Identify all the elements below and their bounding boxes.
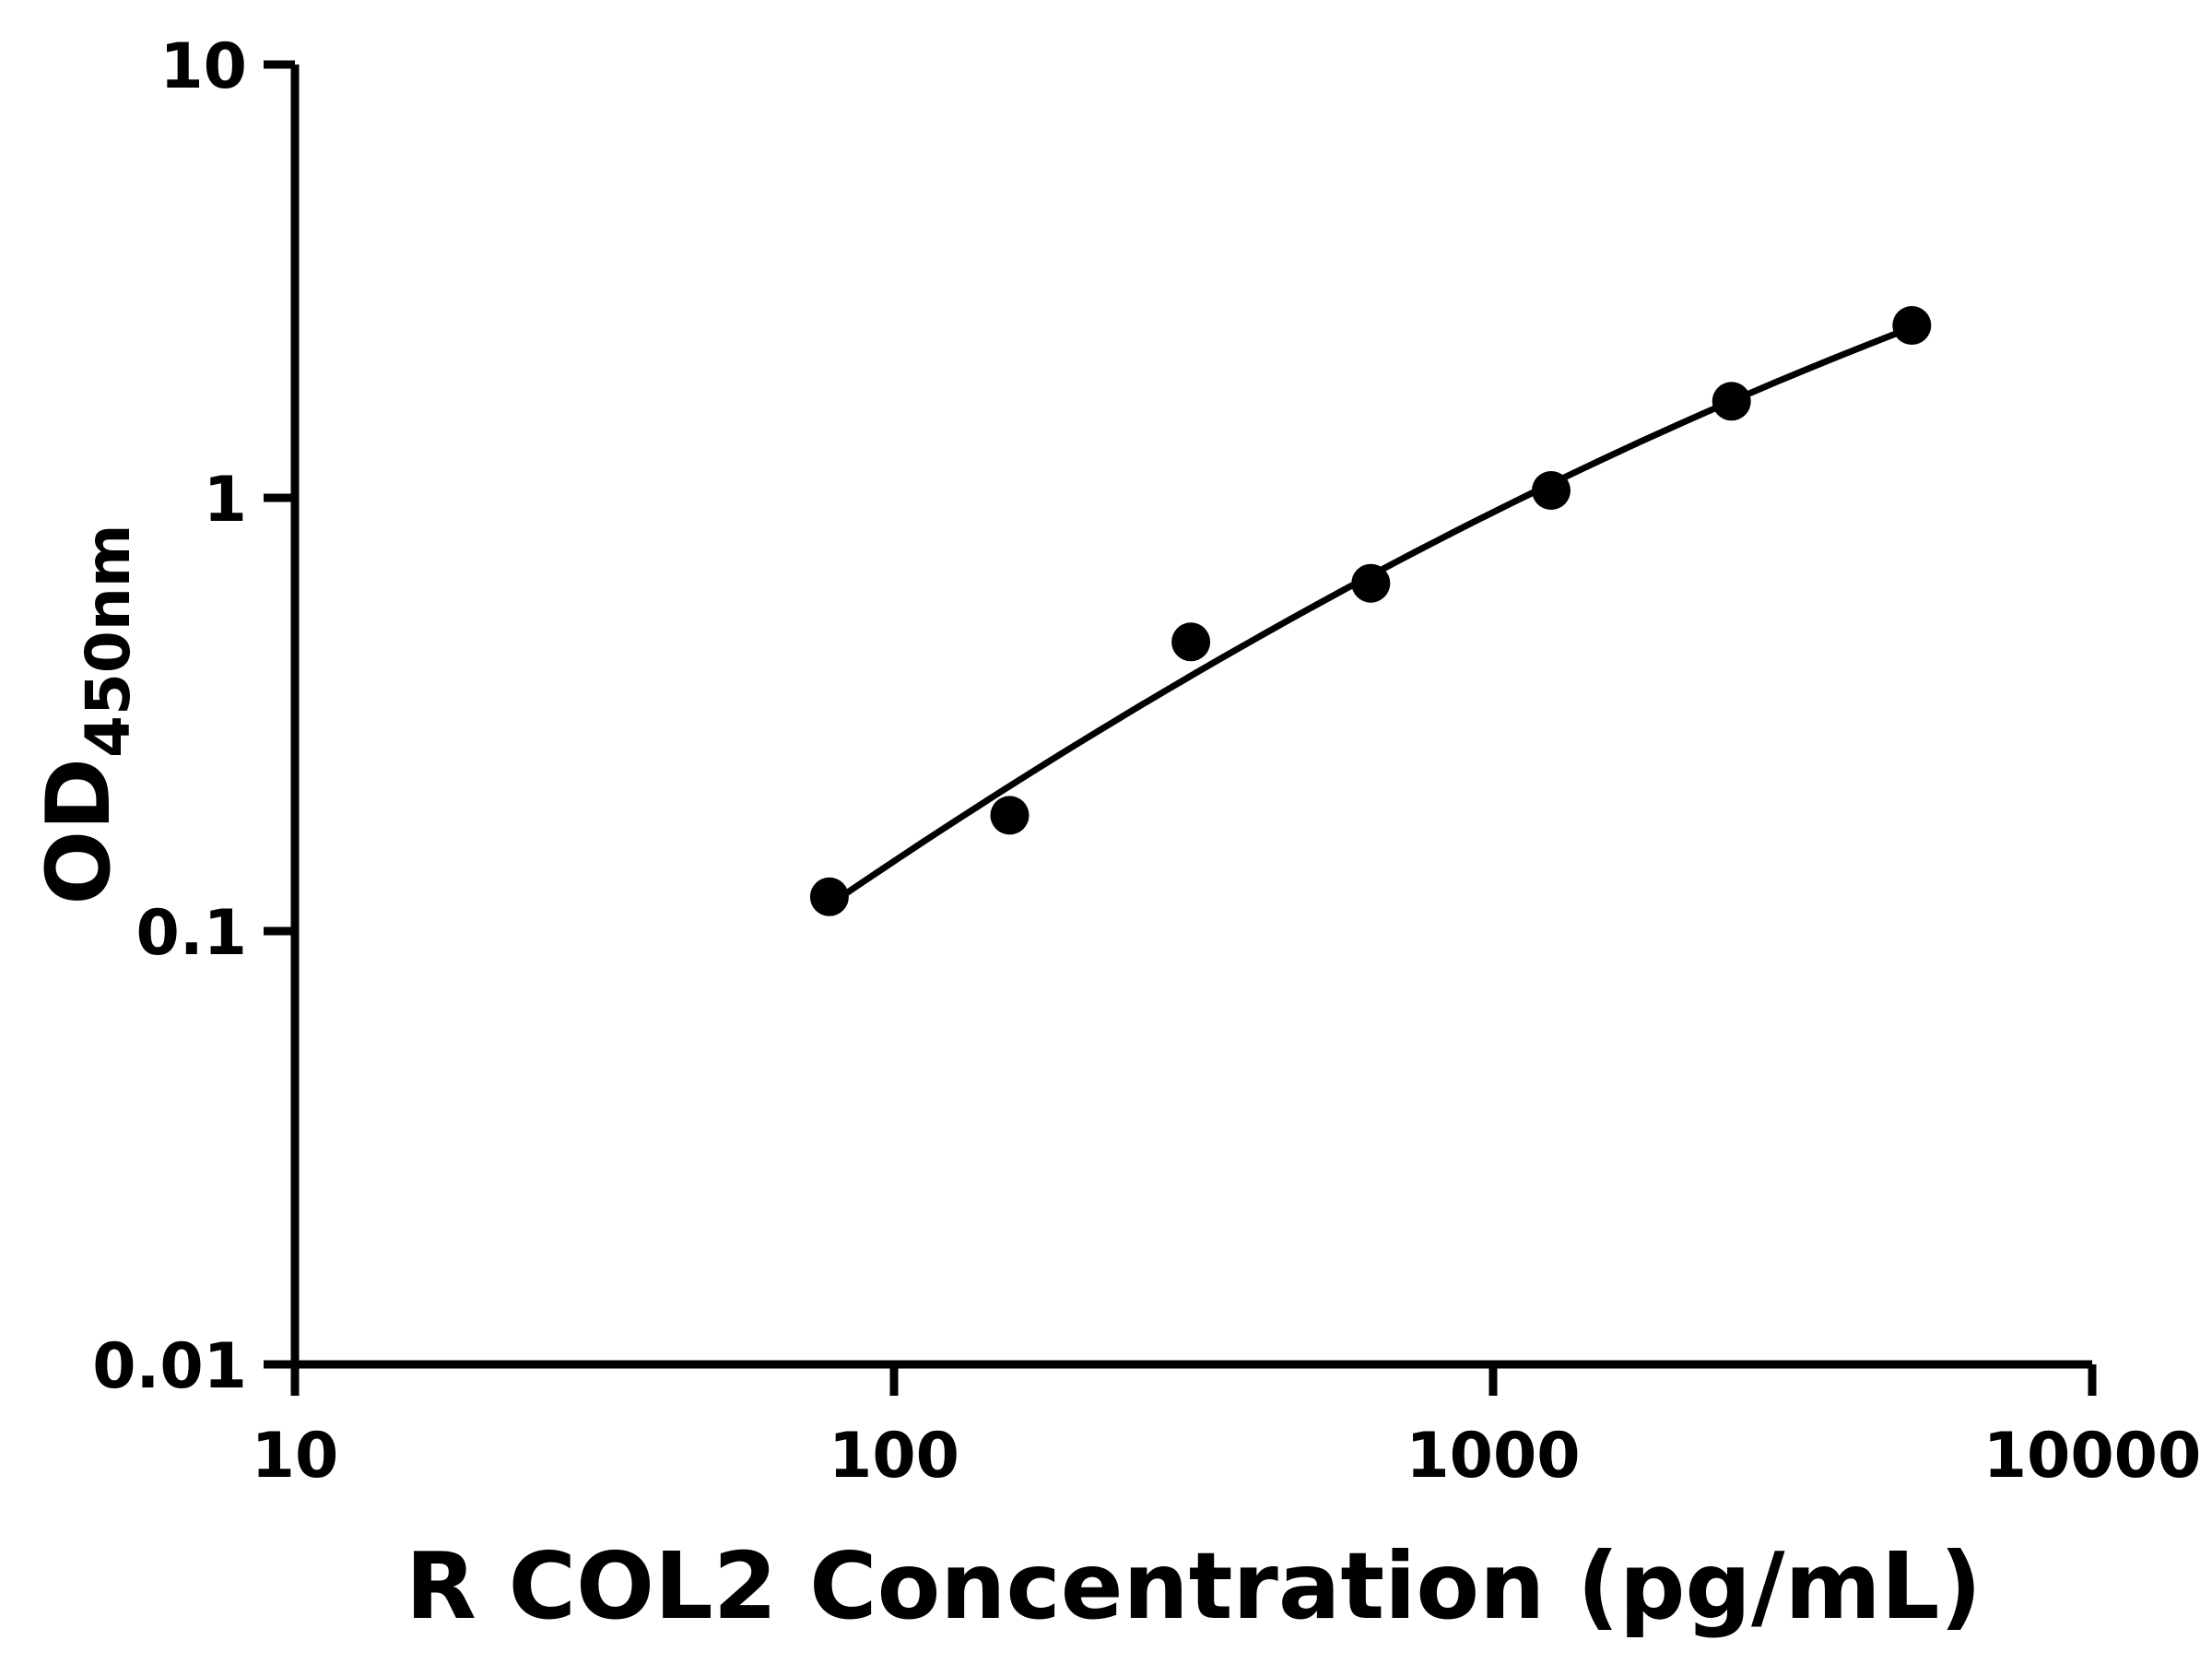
x-tick-label: 10000 — [1983, 1420, 2202, 1493]
axis-lines — [290, 65, 2092, 1369]
y-tick-label: 10 — [159, 30, 247, 103]
data-point — [1171, 622, 1211, 662]
y-tick-label: 0.01 — [92, 1330, 247, 1403]
data-point — [1532, 471, 1571, 510]
x-tick-label: 1000 — [1406, 1420, 1580, 1493]
y-axis-title-main: OD — [29, 758, 130, 905]
y-axis-title-subscript: 450nm — [73, 524, 144, 758]
y-tick-label: 0.1 — [136, 897, 247, 970]
x-tick-label: 10 — [252, 1420, 339, 1493]
data-point — [1892, 306, 1932, 345]
y-axis-title: OD450nm — [29, 524, 144, 904]
plot-area: 10 100 1000 10000 0.01 0.1 1 10 — [92, 30, 2201, 1493]
y-tick-label: 1 — [204, 464, 247, 537]
data-point — [1351, 563, 1391, 603]
data-point — [809, 877, 849, 916]
data-point — [1712, 382, 1751, 421]
data-point — [990, 796, 1030, 835]
x-tick-label: 100 — [829, 1420, 959, 1493]
x-axis-title: R COL2 Concentration (pg/mL) — [406, 1532, 1982, 1640]
